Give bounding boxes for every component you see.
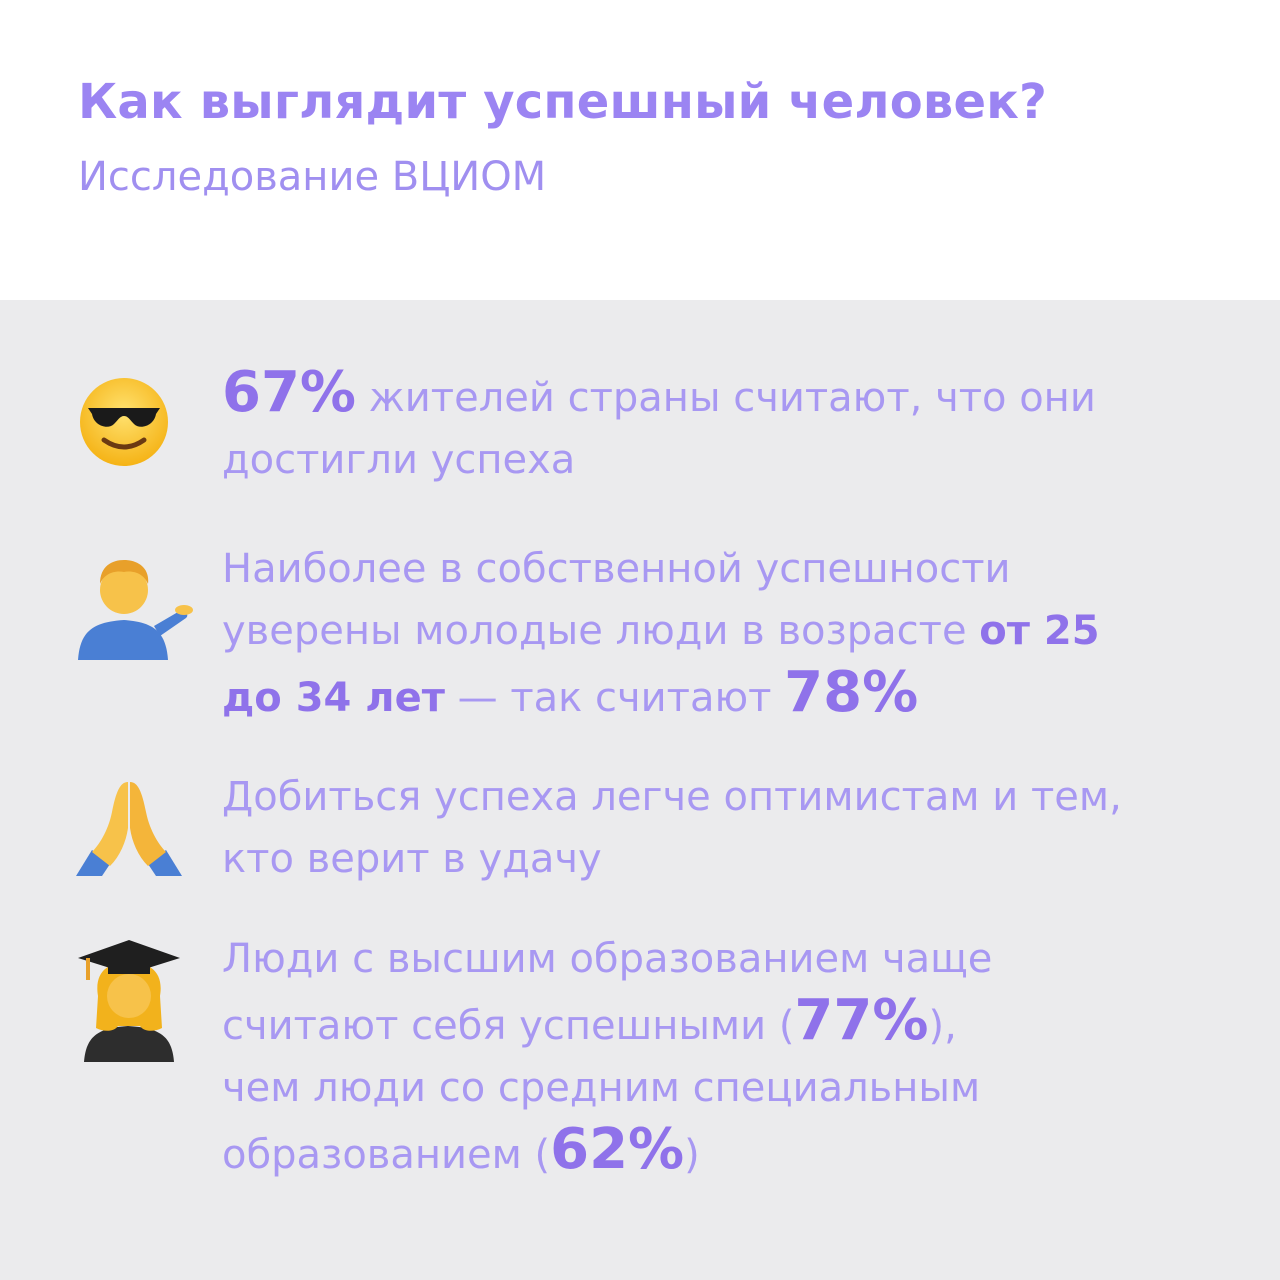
fact-item-2: Наиболее в собственной успешности уверен… — [0, 538, 1280, 738]
fact-4-percent-secondary: 62% — [550, 1117, 685, 1182]
fact-text-3: Добиться успеха легче оптимистам и тем, … — [222, 766, 1222, 890]
fact-3-text-a: Добиться успеха легче оптимистам и тем, — [222, 774, 1122, 820]
fact-item-4: Люди с высшим образованием чаще считают … — [0, 928, 1280, 1188]
fact-3-text-b: кто верит в удачу — [222, 836, 602, 882]
facts-panel: 67% жителей страны считают, что они дост… — [0, 300, 1280, 1280]
man-tipping-hand-icon — [74, 552, 193, 662]
header: Как выглядит успешный человек? Исследова… — [0, 0, 1280, 300]
fact-item-1: 67% жителей страны считают, что они дост… — [0, 362, 1280, 512]
fact-2-text-c: — так считают — [444, 675, 785, 721]
fact-2-text-a: Наиболее в собственной успешности — [222, 546, 1011, 592]
fact-item-3: Добиться успеха легче оптимистам и тем, … — [0, 766, 1280, 906]
fact-2-age-from: от 25 — [979, 608, 1100, 654]
fact-text-4: Люди с высшим образованием чаще считают … — [222, 928, 1222, 1186]
fact-1-percent: 67% — [222, 360, 357, 425]
fact-4-text-c: чем люди со средним специальным — [222, 1065, 981, 1111]
smiling-face-with-sunglasses-icon — [74, 372, 184, 482]
page-subtitle: Исследование ВЦИОМ — [78, 154, 547, 200]
page-title: Как выглядит успешный человек? — [78, 74, 1048, 130]
fact-text-2: Наиболее в собственной успешности уверен… — [222, 538, 1222, 729]
woman-student-icon — [74, 936, 184, 1062]
fact-text-1: 67% жителей страны считают, что они дост… — [222, 362, 1222, 491]
fact-4-text-b: считают себя успешными ( — [222, 1003, 795, 1049]
fact-4-text-d: образованием ( — [222, 1132, 551, 1178]
fact-1-text-b: достигли успеха — [222, 437, 576, 483]
fact-4-text-a: Люди с высшим образованием чаще — [222, 936, 993, 982]
fact-2-percent: 78% — [784, 660, 919, 725]
fact-1-text-a: жителей страны считают, что они — [356, 375, 1096, 421]
fact-4-percent-higher: 77% — [794, 988, 929, 1053]
fact-4-text-d-end: ) — [684, 1132, 700, 1178]
folded-hands-icon — [74, 772, 184, 882]
fact-2-text-b: уверены молодые люди в возрасте — [222, 608, 980, 654]
fact-2-age-to: до 34 лет — [222, 675, 445, 721]
fact-4-text-b-end: ), — [928, 1003, 957, 1049]
